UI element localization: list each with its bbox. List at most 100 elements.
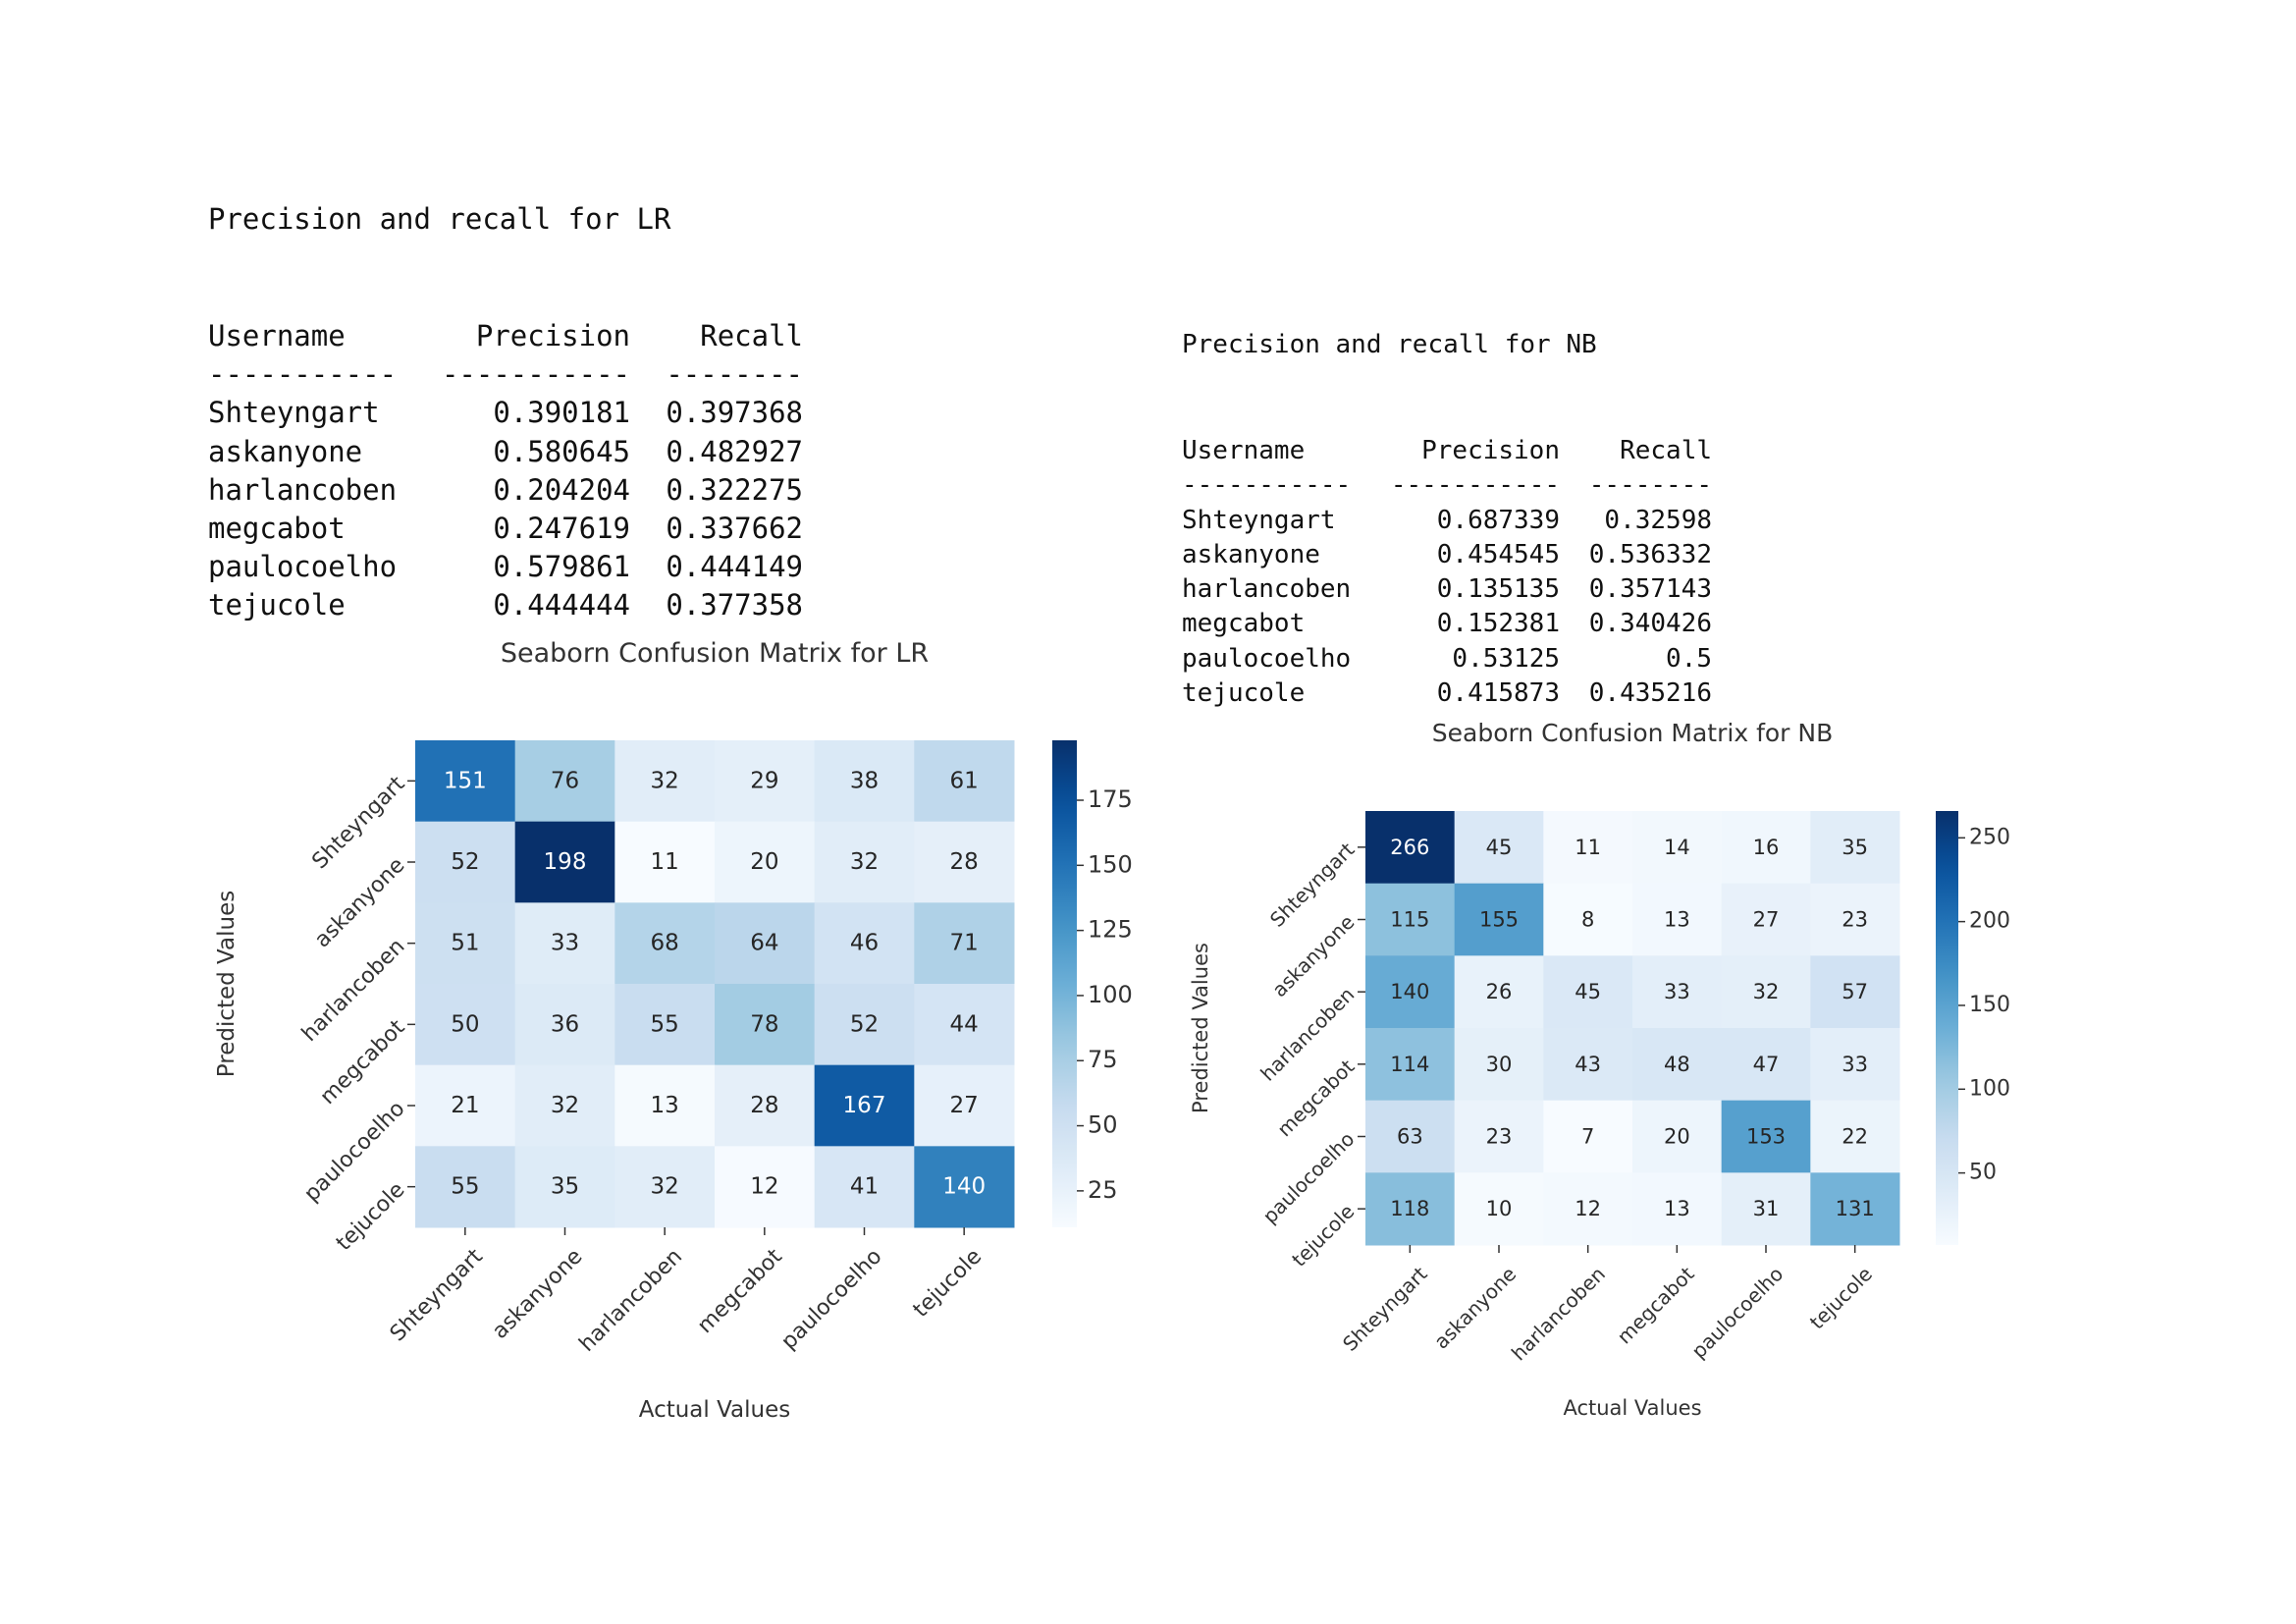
cell-username: megcabot xyxy=(1182,609,1306,639)
heatmap-cell xyxy=(1721,955,1811,1029)
cell-value-label: 21 xyxy=(451,1093,479,1118)
heatmap-cell xyxy=(715,740,816,823)
heatmap-cell xyxy=(514,740,615,823)
cell-value-label: 27 xyxy=(1753,908,1780,932)
table-row: megcabot 0.152381 0.340426 xyxy=(1182,607,1712,641)
heatmap-cell xyxy=(1810,1028,1900,1102)
cell-value-label: 47 xyxy=(1753,1053,1780,1076)
cell-recall: 0.337662 xyxy=(666,512,803,546)
heatmap-cell xyxy=(1810,1100,1900,1173)
cell-value-label: 140 xyxy=(1390,980,1429,1003)
x-tick-label-megcabot: megcabot xyxy=(1613,1262,1699,1348)
cell-username: Shteyngart xyxy=(1182,505,1336,535)
heatmap-cell xyxy=(1632,883,1723,956)
cell-value-label: 32 xyxy=(651,1174,679,1200)
cell-precision: 0.415873 xyxy=(1436,678,1560,709)
cell-precision: 0.580645 xyxy=(493,434,630,468)
y-axis-label: Predicted Values xyxy=(1189,943,1212,1113)
heatmap-cell xyxy=(914,821,1015,903)
x-tick-label-tejucole: tejucole xyxy=(1805,1262,1877,1333)
heatmap-cell xyxy=(415,821,516,903)
cell-value-label: 50 xyxy=(451,1011,479,1037)
x-tick-label-shteyngart: Shteyngart xyxy=(1338,1262,1432,1356)
cell-precision: 0.444444 xyxy=(493,588,630,623)
cell-value-label: 43 xyxy=(1575,1053,1601,1076)
heatmap-cell xyxy=(1454,811,1544,885)
cell-recall: 0.482927 xyxy=(666,434,803,468)
cell-precision: 0.687339 xyxy=(1436,505,1560,535)
cell-value-label: 20 xyxy=(750,849,778,875)
heatmap-cell xyxy=(1365,1028,1456,1102)
heatmap-cell xyxy=(415,984,516,1066)
cell-precision: 0.204204 xyxy=(493,472,630,507)
cell-value-label: 198 xyxy=(544,849,587,875)
dash-precision: ----------- xyxy=(441,357,630,392)
heatmap-cell xyxy=(1543,955,1633,1029)
heatmap-cell xyxy=(1632,811,1723,885)
heatmap-cell xyxy=(514,1064,615,1147)
lr-heading: Precision and recall for LR xyxy=(208,202,671,236)
heatmap-cell xyxy=(814,1064,915,1147)
heatmap-cell xyxy=(914,740,1015,823)
cell-value-label: 55 xyxy=(651,1011,679,1037)
y-axis-label: Predicted Values xyxy=(214,891,240,1077)
heatmap-cell xyxy=(715,902,816,985)
cell-value-label: 78 xyxy=(750,1011,778,1037)
cell-value-label: 35 xyxy=(1842,836,1868,859)
heatmap-cell xyxy=(715,1146,816,1228)
header-precision: Precision xyxy=(1421,436,1560,465)
cell-value-label: 44 xyxy=(950,1011,979,1037)
heatmap-cell xyxy=(514,902,615,985)
header-username: Username xyxy=(1182,436,1306,465)
heatmap-cell xyxy=(1365,955,1456,1029)
cell-value-label: 114 xyxy=(1390,1053,1429,1076)
cell-value-label: 46 xyxy=(850,931,879,956)
colorbar xyxy=(1052,740,1077,1227)
header-username: Username xyxy=(208,319,346,352)
heatmap-cell xyxy=(1543,1028,1633,1102)
cell-value-label: 12 xyxy=(1575,1197,1601,1220)
cell-recall: 0.322275 xyxy=(666,472,803,507)
heatmap-cell xyxy=(914,1064,1015,1147)
table-row: tejucole 0.415873 0.435216 xyxy=(1182,677,1712,711)
heatmap-cell xyxy=(514,821,615,903)
cell-username: harlancoben xyxy=(208,472,398,507)
heatmap-cell xyxy=(914,902,1015,985)
cell-username: paulocoelho xyxy=(1182,643,1352,674)
cell-value-label: 23 xyxy=(1486,1125,1513,1149)
cell-recall: 0.536332 xyxy=(1588,539,1712,569)
table-dash-row: ----------- ----------- -------- xyxy=(208,355,803,394)
cell-value-label: 55 xyxy=(451,1174,479,1200)
cell-value-label: 26 xyxy=(1486,980,1513,1003)
cell-value-label: 11 xyxy=(651,849,679,875)
heatmap-cell xyxy=(715,821,816,903)
heatmap-cell xyxy=(614,1064,716,1147)
table-dash-row: ----------- ----------- -------- xyxy=(1182,468,1712,503)
table-row: megcabot 0.247619 0.337662 xyxy=(208,510,803,548)
cell-value-label: 8 xyxy=(1581,908,1594,932)
heatmap-cell xyxy=(1454,1100,1544,1173)
colorbar-tick-label: 100 xyxy=(1088,981,1133,1008)
heatmap-cell xyxy=(814,902,915,985)
cell-recall: 0.357143 xyxy=(1588,574,1712,605)
heatmap-cell xyxy=(814,740,915,823)
heatmap-cell xyxy=(1721,883,1811,956)
chart-title: Seaborn Confusion Matrix for LR xyxy=(501,638,929,669)
heatmap-cell xyxy=(1721,811,1811,885)
cell-value-label: 33 xyxy=(1842,1053,1868,1076)
cell-value-label: 153 xyxy=(1746,1125,1786,1149)
cell-username: tejucole xyxy=(1182,678,1306,709)
cell-value-label: 10 xyxy=(1486,1197,1513,1220)
heatmap-cell xyxy=(1365,1100,1456,1173)
heatmap-cell xyxy=(1721,1100,1811,1173)
cell-value-label: 51 xyxy=(451,931,479,956)
cell-value-label: 52 xyxy=(850,1011,879,1037)
heatmap-cell xyxy=(1810,883,1900,956)
colorbar-tick-label: 150 xyxy=(1088,850,1133,878)
header-recall: Recall xyxy=(1620,436,1712,465)
heatmap-cell xyxy=(614,821,716,903)
heatmap-cell xyxy=(614,1146,716,1228)
heatmap-cell xyxy=(914,1146,1015,1228)
